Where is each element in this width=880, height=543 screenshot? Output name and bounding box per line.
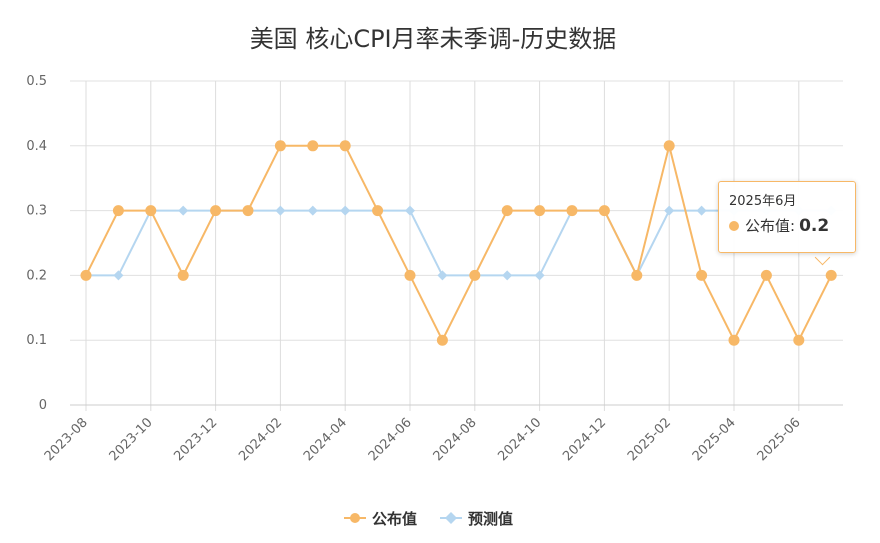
actual-point[interactable] [339, 140, 351, 152]
actual-point[interactable] [274, 140, 286, 152]
actual-point[interactable] [696, 269, 708, 281]
actual-point[interactable] [112, 205, 124, 217]
forecast-point[interactable] [275, 205, 286, 216]
actual-point[interactable] [728, 334, 740, 346]
x-tick-label: 2024-06 [366, 415, 415, 464]
x-tick-label: 2023-08 [42, 415, 91, 464]
x-tick-label: 2024-04 [301, 415, 350, 464]
x-tick-label: 2025-02 [625, 415, 674, 464]
tooltip-series-dot [729, 220, 739, 231]
forecast-point[interactable] [502, 270, 513, 281]
y-tick-label: 0.3 [26, 204, 47, 219]
forecast-point[interactable] [113, 270, 124, 281]
tooltip: 2025年6月 公布值: 0.2 [718, 181, 856, 253]
actual-point[interactable] [598, 205, 610, 217]
y-tick-label: 0.2 [26, 268, 47, 283]
legend-item-actual[interactable]: 公布值 [344, 510, 417, 528]
y-tick-label: 0.4 [26, 139, 47, 154]
actual-point[interactable] [404, 269, 416, 281]
legend-label-actual: 公布值 [372, 510, 417, 528]
x-axis: 2023-08 2023-10 2023-12 2024-02 2024-04 2024-… [42, 415, 804, 464]
tooltip-row: 公布值: 0.2 [729, 215, 845, 236]
series-layer [80, 140, 837, 346]
x-tick-label: 2024-02 [236, 415, 285, 464]
actual-point[interactable] [145, 205, 157, 217]
actual-point[interactable] [793, 334, 805, 346]
actual-point[interactable] [80, 269, 92, 281]
actual-point[interactable] [566, 205, 578, 217]
actual-point[interactable] [307, 140, 319, 152]
forecast-point[interactable] [405, 205, 415, 216]
actual-point[interactable] [436, 334, 448, 346]
x-tick-label: 2024-08 [431, 415, 480, 464]
actual-point[interactable] [534, 205, 546, 217]
tooltip-date: 2025年6月 [729, 194, 797, 209]
x-tick-label: 2024-10 [495, 415, 544, 464]
actual-point[interactable] [760, 269, 772, 281]
actual-point[interactable] [663, 140, 675, 152]
forecast-point[interactable] [696, 205, 707, 216]
forecast-point[interactable] [307, 205, 318, 216]
actual-point[interactable] [210, 205, 222, 217]
y-tick-label: 0.1 [26, 333, 47, 348]
chart-title: 美国 核心CPI月率未季调-历史数据 [250, 25, 617, 53]
forecast-point[interactable] [340, 205, 351, 216]
actual-point[interactable] [631, 269, 643, 281]
forecast-point[interactable] [437, 270, 448, 281]
actual-point[interactable] [242, 205, 254, 217]
y-tick-label: 0.5 [26, 74, 47, 89]
forecast-point[interactable] [178, 205, 189, 216]
x-tick-label: 2025-06 [755, 415, 804, 464]
forecast-point[interactable] [664, 205, 675, 216]
y-tick-label: 0 [39, 398, 47, 413]
forecast-point[interactable] [534, 270, 545, 281]
y-axis: 0 0.1 0.2 0.3 0.4 0.5 [26, 74, 47, 413]
actual-point[interactable] [469, 269, 481, 281]
legend: 公布值 预测值 [344, 510, 513, 528]
x-tick-label: 2023-10 [107, 415, 156, 464]
x-tick-label: 2025-04 [690, 415, 739, 464]
legend-item-forecast[interactable]: 预测值 [440, 510, 513, 528]
actual-point[interactable] [372, 205, 384, 217]
actual-point[interactable] [825, 269, 837, 281]
legend-label-forecast: 预测值 [468, 510, 513, 528]
tooltip-label: 公布值: [745, 217, 796, 235]
actual-point[interactable] [177, 269, 189, 281]
x-tick-label: 2024-12 [560, 415, 609, 464]
tooltip-value: 0.2 [799, 215, 830, 236]
actual-point[interactable] [501, 205, 513, 217]
series-line-actual [85, 144, 833, 342]
x-tick-label: 2023-12 [171, 415, 220, 464]
